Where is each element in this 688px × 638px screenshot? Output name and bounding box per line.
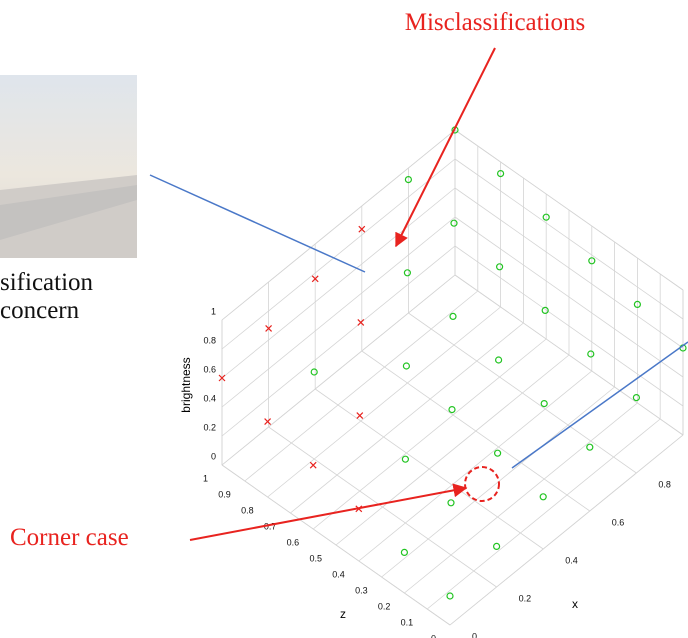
z-axis-label: z [340,607,346,621]
road-photo [0,75,137,258]
highlight [465,467,499,501]
grid-line [245,291,478,481]
z-tick-label: 0.9 [218,489,231,499]
y-tick-label: 0.4 [203,393,216,403]
z-tick-label: 1 [203,473,208,483]
point [404,270,410,276]
point [447,593,453,599]
grid-line [450,435,683,625]
arrow [396,48,495,246]
grid-line [359,371,592,561]
arrow [190,488,466,540]
point [541,401,547,407]
grid-line [313,339,546,529]
z-tick-label: 0.4 [332,569,345,579]
point [497,264,503,270]
x-tick-label: 0.4 [565,555,578,565]
connector [150,175,365,272]
point [311,369,317,375]
point [633,395,639,401]
y-axis-label: brightness [179,357,193,412]
point [588,351,594,357]
z-tick-label: 0.1 [401,617,414,627]
grid-line [222,159,455,349]
grid-line [404,403,637,593]
point [449,407,455,413]
grid-line [222,130,455,320]
annotation: Corner case [10,524,129,551]
annotation: Misclassifications [405,9,586,36]
point [451,220,457,226]
x-tick-label: 0.2 [519,593,532,603]
point [402,456,408,462]
caption: sification [0,269,94,296]
point [265,419,271,425]
y-tick-label: 1 [211,306,216,316]
point [540,494,546,500]
x-tick-label: 0.6 [612,517,625,527]
grid-line [222,188,455,378]
plot: 00.20.40.60.8100.10.20.30.40.50.60.70.80… [179,127,688,638]
point [401,549,407,555]
caption: concern [0,297,80,324]
slide: sification concern Misclassifications Co… [0,0,688,638]
grid-line [222,217,455,407]
x-tick-label: 0.8 [658,479,671,489]
point [587,444,593,450]
grid-line [336,355,569,545]
y-tick-label: 0.8 [203,335,216,345]
point [448,500,454,506]
z-tick-label: 0.5 [309,553,322,563]
x-axis-label: x [572,597,578,611]
grid-line [268,307,501,497]
point [494,543,500,549]
z-tick-label: 0.2 [378,601,391,611]
grid-line [222,275,455,465]
y-tick-label: 0 [211,451,216,461]
z-tick-label: 0.3 [355,585,368,595]
point [358,319,364,325]
point [357,413,363,419]
z-tick-label: 0.6 [287,537,300,547]
z-tick-label: 0 [431,633,436,638]
point [310,462,316,468]
point [496,357,502,363]
x-tick-label: 0 [472,631,477,638]
point [450,313,456,319]
z-tick-label: 0.8 [241,505,254,515]
y-tick-label: 0.6 [203,364,216,374]
y-tick-label: 0.2 [203,422,216,432]
point [403,363,409,369]
grid-line [427,419,660,609]
point [495,450,501,456]
connector [512,342,688,468]
